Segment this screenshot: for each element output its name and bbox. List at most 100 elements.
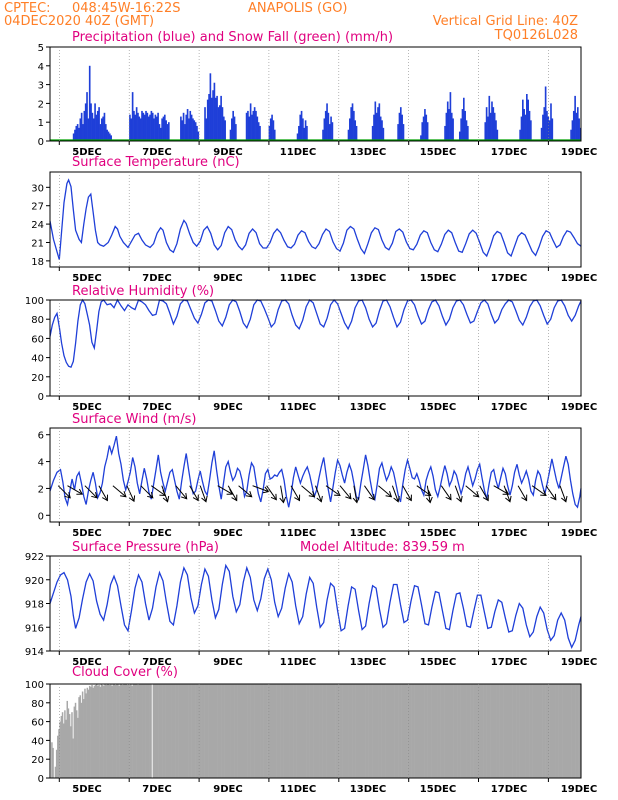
cloud-bar [496,684,498,778]
cloud-bar [362,684,365,778]
cloud-bar [404,684,406,778]
cloud-bar [72,738,74,778]
wind-arrow [426,485,431,503]
wind-arrow [175,485,188,500]
cloud-bar [145,684,148,778]
cloud-bar [545,684,548,778]
precip-xtick-label: 7DEC [142,147,171,158]
wind-xtick-label: 7DEC [142,528,171,539]
precip-bar [110,135,112,141]
cloud-bar [424,684,426,778]
wind-arrow [189,485,199,501]
cloud-bar [186,684,189,778]
cloud-bar [355,684,358,778]
cloud-bar [557,684,559,778]
pressure-annotation: Model Altitude: 839.59 m [300,540,465,555]
pressure-ytick-label: 914 [25,647,44,658]
precip-bar [543,107,546,141]
cloud-bar [361,684,363,778]
cloud-bar [427,684,430,778]
cloud-bar [132,684,135,778]
cloud-bar [60,715,63,778]
rh-xtick-label: 7DEC [142,402,171,413]
temp-xtick-label: 5DEC [72,273,101,284]
cloud-bar [178,684,181,778]
precip-bar [446,101,449,141]
cloud-bar [227,684,229,778]
cloud-bar [228,684,230,778]
cloud-bar [120,684,123,778]
cloud-bar [566,684,569,778]
cloud-bar [210,684,212,778]
temp-xtick-label: 13DEC [350,273,386,284]
cloud-bar [303,684,306,778]
cloud-bar [214,684,216,778]
cloud-bar [262,684,264,778]
precip-bar [493,112,496,141]
wind-ytick-label: 0 [38,511,44,522]
cloud-bar [315,684,317,778]
cloud-bar [511,684,513,778]
cloud-bar [124,684,126,778]
cloud-bar [505,684,507,778]
cloud-bar [408,684,411,778]
cloud-bar [238,684,241,778]
precip-bar [268,125,271,141]
cloud-bar [223,684,225,778]
cloud-bar [150,684,152,778]
cloud-bar [134,684,137,778]
cloud-bar [88,685,91,778]
cloud-bar [252,684,255,778]
cloud-bar [62,723,65,778]
cloud-bar [452,684,454,778]
precip-bar [193,120,196,141]
precip-bar [131,92,134,141]
cloud-bar [164,684,166,778]
cloud-bar [387,684,389,778]
cloud-bar [501,684,504,778]
cloud-bar [549,684,551,778]
precip-bar [461,109,464,141]
precip-bar [165,120,167,141]
cloud-bar [155,684,157,778]
wind-arrow [301,485,315,498]
temp-xtick-label: 11DEC [280,273,316,284]
cloud-bar [419,684,421,778]
cloud-panel: Cloud Cover (%) 0 20 40 60 80 100 5DEC 7DEC 9DEC 1… [25,665,597,795]
cloud-bar [169,684,171,778]
cloud-bar [144,684,146,778]
cloud-bar [342,684,345,778]
wind-panel: Surface Wind (m/s) 0 2 4 6 5DEC 7DEC 9DEC 11DEC 1… [38,412,598,539]
cloud-bar [278,684,281,778]
precip-bar [186,109,189,141]
cloud-bar [137,684,139,778]
cloud-bar [250,684,253,778]
pressure-xtick-label: 5DEC [72,657,101,668]
rh-ytick-label: 40 [31,354,44,365]
cloud-bar [428,684,431,778]
cloud-bar [70,726,72,778]
cloud-bar [119,684,122,778]
cloud-bar [294,684,296,778]
wind-arrow-head [352,496,360,504]
precip-ytick-label: 0 [38,137,44,148]
cloud-bar [550,684,552,778]
precip-bar [192,118,194,141]
precip-bar [259,125,261,141]
wind-arrow-head [472,491,480,498]
cloud-bar [433,684,435,778]
rh-ytick-label: 80 [31,315,44,326]
cloud-bar [136,684,138,778]
precip-ytick-label: 2 [38,99,44,110]
temp-xtick-label: 9DEC [213,273,242,284]
precip-bar [153,118,155,141]
precip-bar [551,118,554,141]
cloud-ytick-label: 60 [31,718,44,729]
cloud-bar [577,684,579,778]
cloud-bar [248,684,250,778]
precip-bar [185,114,188,141]
cloud-bar [84,688,86,778]
precip-bar [273,129,276,141]
wind-ytick-label: 4 [38,458,44,469]
temp-panel: Surface Temperature (nC) 18 21 24 27 30 5DEC 7D… [31,155,597,284]
